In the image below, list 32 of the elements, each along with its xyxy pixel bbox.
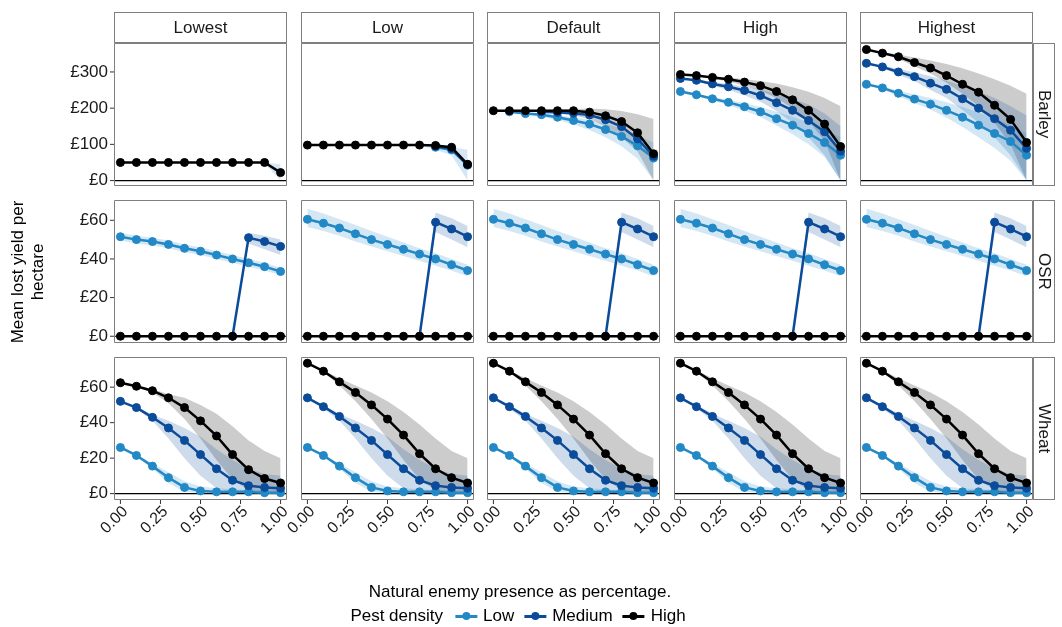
y-tick-label: £20 <box>79 287 108 307</box>
legend-title: Pest density <box>350 606 443 626</box>
y-tick-label: £0 <box>89 170 108 190</box>
y-tick-label: £40 <box>79 412 108 432</box>
x-tick-label: 0.00 <box>96 502 131 537</box>
chart-title: Highest <box>860 12 1033 43</box>
chart-title: Default <box>487 12 660 43</box>
legend-label: Low <box>482 606 515 626</box>
y-tick-label: £200 <box>70 97 108 117</box>
y-tick-label: £40 <box>79 248 108 268</box>
x-tick-label: 0.50 <box>922 502 957 537</box>
chart-title: Lowest <box>114 12 287 43</box>
y-tick-label: £60 <box>79 209 108 229</box>
chart-title: High <box>674 12 847 43</box>
y-tick-label: £60 <box>79 376 108 396</box>
x-axis-title: Natural enemy presence as percentage. <box>368 582 672 602</box>
chart-title: Low <box>301 12 474 43</box>
x-tick-label: 0.50 <box>549 502 584 537</box>
x-tick-label: 0.50 <box>363 502 398 537</box>
legend-label: Medium <box>552 606 613 626</box>
y-tick-label: £20 <box>79 447 108 467</box>
y2-axis-title: Wheat <box>1033 357 1055 500</box>
legend-label: High <box>650 606 686 626</box>
y-tick-label: £0 <box>89 483 108 503</box>
y-tick-label: £300 <box>70 61 108 81</box>
x-tick-label: 0.50 <box>736 502 771 537</box>
y-tick-label: £0 <box>89 325 108 345</box>
x-tick-label: 0.50 <box>176 502 211 537</box>
y-tick-label: £100 <box>70 134 108 154</box>
y2-axis-title: Barley <box>1033 43 1055 186</box>
y-axis-title: Mean lost yield per hectare <box>8 199 48 345</box>
y2-axis-title: OSR <box>1033 200 1055 343</box>
